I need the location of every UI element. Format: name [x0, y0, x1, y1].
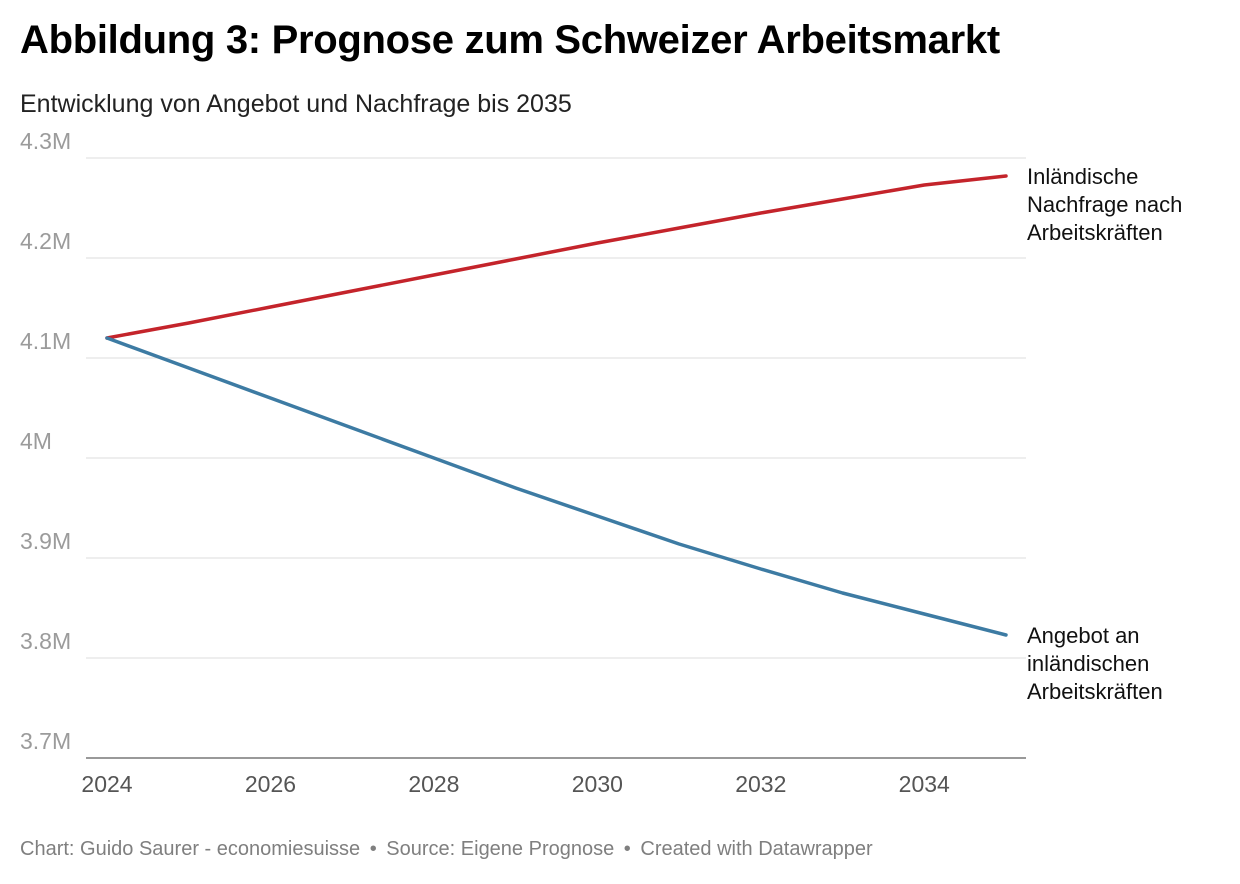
x-tick-label: 2026	[245, 771, 296, 797]
y-tick-label: 4.2M	[20, 228, 71, 254]
series-labels: Inländische Nachfrage nach Arbeitskräften A…	[1027, 164, 1182, 704]
series-lines	[105, 174, 1008, 637]
chart-subtitle: Entwicklung von Angebot und Nachfrage bi…	[20, 90, 572, 118]
x-tick-label: 2034	[899, 771, 950, 797]
x-axis-tick-labels: 2024 2026 2028 2030 2032 2034	[81, 771, 950, 797]
y-tick-label: 3.9M	[20, 528, 71, 554]
chart-credit: Chart: Guido Saurer - economiesuisse	[20, 838, 361, 860]
footer-separator: •	[369, 838, 377, 860]
x-tick-label: 2030	[572, 771, 623, 797]
supply-series-label: Angebot an inländischen Arbeitskräften	[1027, 623, 1163, 704]
y-tick-label: 4.3M	[20, 128, 71, 154]
x-tick-label: 2024	[81, 771, 132, 797]
footer-separator: •	[623, 838, 631, 860]
created-with-note: Created with Datawrapper	[640, 838, 873, 860]
source-note: Source: Eigene Prognose	[386, 838, 615, 860]
y-tick-label: 3.7M	[20, 728, 71, 754]
demand-series-label: Inländische Nachfrage nach Arbeitskräften	[1027, 164, 1182, 245]
x-tick-label: 2028	[408, 771, 459, 797]
supply-series-line	[105, 336, 1008, 637]
demand-series-line	[105, 174, 1008, 340]
chart-footer: Chart: Guido Saurer - economiesuisse • S…	[20, 838, 873, 861]
y-tick-label: 4.1M	[20, 328, 71, 354]
chart-title: Abbildung 3: Prognose zum Schweizer Arbe…	[20, 18, 1000, 62]
y-axis-tick-labels: 3.7M 3.8M 3.9M 4M 4.1M 4.2M 4.3M	[20, 128, 71, 754]
y-tick-label: 3.8M	[20, 628, 71, 654]
y-tick-label: 4M	[20, 428, 52, 454]
grid-lines	[86, 157, 1026, 759]
x-tick-label: 2032	[735, 771, 786, 797]
